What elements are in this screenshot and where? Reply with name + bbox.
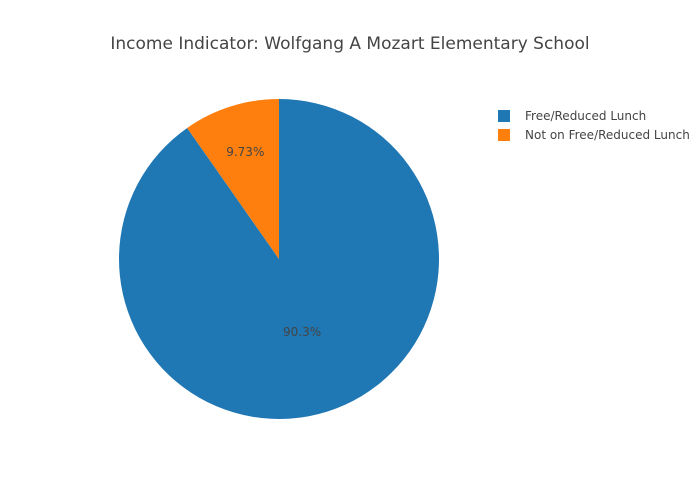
pie-slice-label-1: 9.73% — [226, 145, 264, 159]
legend-swatch-free-reduced — [498, 109, 510, 122]
pie-slice-0[interactable] — [118, 99, 439, 420]
legend-label-free-reduced: Free/Reduced Lunch — [525, 108, 647, 123]
legend-label-not-free-reduced: Not on Free/Reduced Lunch — [525, 127, 690, 142]
pie-labels: 90.3% 9.73% — [226, 145, 321, 339]
legend: Free/Reduced Lunch Not on Free/Reduced L… — [498, 106, 690, 144]
pie-slice-1[interactable] — [187, 99, 279, 259]
legend-item-not-free-reduced[interactable]: Not on Free/Reduced Lunch — [498, 125, 690, 144]
pie-slice-label-0: 90.3% — [283, 325, 321, 339]
chart-title: Income Indicator: Wolfgang A Mozart Elem… — [110, 34, 590, 54]
legend-item-free-reduced[interactable]: Free/Reduced Lunch — [498, 106, 690, 125]
legend-swatch-not-free-reduced — [498, 128, 510, 141]
pie-slices — [118, 99, 439, 420]
